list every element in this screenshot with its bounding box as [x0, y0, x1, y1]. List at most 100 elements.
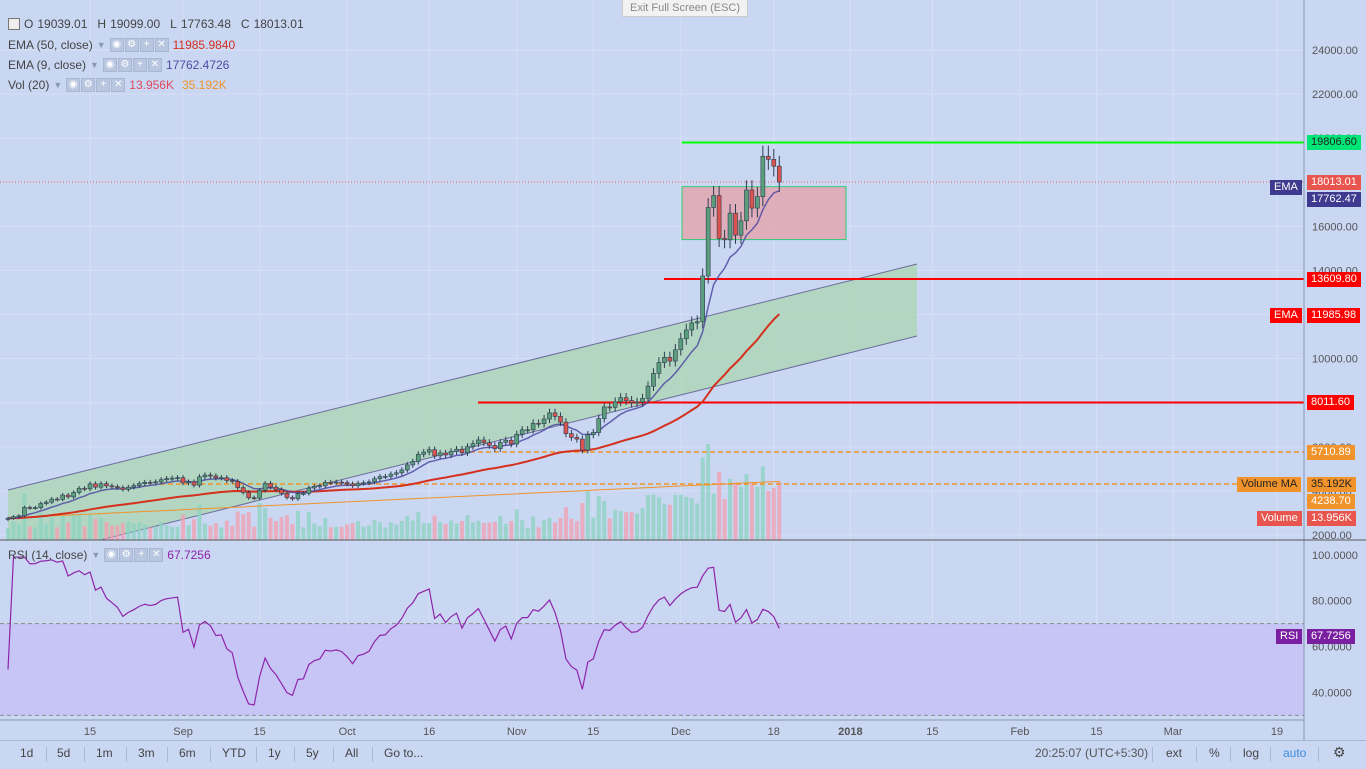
volume-bar	[645, 495, 650, 540]
volume-bar	[202, 523, 207, 540]
candle	[399, 467, 405, 476]
candle	[612, 397, 618, 412]
candle	[322, 479, 328, 489]
ema9-legend[interactable]: EMA (9, close) ▼ ◉ ⚙ + ✕ 17762.4726	[8, 58, 229, 72]
exit-fullscreen-button[interactable]: Exit Full Screen (ESC)	[622, 0, 748, 17]
range-6m[interactable]: 6m	[179, 746, 196, 760]
candle	[388, 471, 394, 479]
candle-body	[749, 189, 755, 209]
gear-icon[interactable]: ⚙	[1333, 744, 1346, 760]
percent-toggle[interactable]: %	[1209, 746, 1220, 760]
ema9-controls[interactable]: ◉ ⚙ + ✕	[102, 58, 162, 72]
candle-body	[317, 485, 323, 488]
candle	[618, 393, 623, 407]
plus-icon[interactable]: +	[132, 58, 147, 72]
chevron-down-icon[interactable]: ▼	[96, 40, 106, 50]
volume-bar	[208, 525, 213, 540]
plus-icon[interactable]: +	[134, 548, 149, 562]
volume-bar	[16, 524, 21, 540]
candle-body	[361, 482, 366, 485]
high-label: H	[97, 17, 107, 31]
chevron-down-icon[interactable]: ▼	[53, 80, 63, 90]
candle	[596, 414, 602, 437]
candle	[525, 426, 530, 434]
eye-icon[interactable]: ◉	[109, 38, 124, 52]
log-toggle[interactable]: log	[1243, 746, 1260, 760]
candle-body	[519, 429, 525, 435]
volume-bar	[695, 503, 700, 540]
close-icon[interactable]: ✕	[154, 38, 169, 52]
last-price-label: 18013.01	[1307, 174, 1361, 190]
close-icon[interactable]: ✕	[149, 548, 164, 562]
candle-body	[43, 501, 49, 504]
candle	[120, 485, 126, 492]
gear-icon[interactable]: ⚙	[119, 548, 134, 562]
candle	[235, 478, 241, 490]
volume-bar	[197, 504, 202, 540]
candle-body	[290, 497, 295, 500]
gear-icon[interactable]: ⚙	[124, 38, 139, 52]
volume-bar	[323, 518, 328, 540]
volume-bar	[553, 522, 557, 540]
volume-bar	[509, 520, 514, 540]
goto-button[interactable]: Go to...	[384, 746, 424, 760]
ema50-price-label: 11985.98	[1307, 308, 1361, 323]
volume-bar	[317, 526, 322, 540]
candle-body	[82, 487, 87, 490]
candle-body	[459, 448, 465, 454]
range-all[interactable]: All	[345, 746, 359, 760]
gear-icon[interactable]: ⚙	[81, 78, 96, 92]
eye-icon[interactable]: ◉	[66, 78, 81, 92]
plus-icon[interactable]: +	[139, 38, 154, 52]
chevron-down-icon[interactable]: ▼	[91, 550, 101, 560]
candle-body	[301, 493, 306, 495]
candle-body	[645, 385, 651, 399]
plus-icon[interactable]: +	[96, 78, 111, 92]
range-3m[interactable]: 3m	[138, 746, 155, 760]
candle-body	[421, 451, 427, 455]
ext-toggle[interactable]: ext	[1166, 746, 1183, 760]
candle	[749, 180, 755, 218]
candle-body	[760, 155, 766, 197]
rsi-controls[interactable]: ◉ ⚙ + ✕	[104, 548, 164, 562]
volume-bar	[635, 513, 640, 540]
candle	[601, 402, 607, 423]
volume-bar	[104, 521, 109, 540]
ema50-legend[interactable]: EMA (50, close) ▼ ◉ ⚙ + ✕ 11985.9840	[8, 38, 235, 52]
volume-bar	[438, 521, 443, 540]
candle	[580, 435, 585, 454]
candle-body	[552, 412, 558, 417]
rsi-label: RSI (14, close)	[8, 548, 88, 562]
volume-bar	[383, 527, 388, 540]
candle-body	[268, 483, 273, 488]
auto-toggle[interactable]: auto	[1283, 746, 1307, 760]
time-tick-label: 18	[768, 726, 780, 738]
collapse-icon[interactable]	[8, 18, 20, 30]
gear-icon[interactable]: ⚙	[117, 58, 132, 72]
close-icon[interactable]: ✕	[111, 78, 126, 92]
range-1m[interactable]: 1m	[96, 746, 113, 760]
range-5y[interactable]: 5y	[306, 746, 319, 760]
volume-bar	[126, 521, 131, 540]
chevron-down-icon[interactable]: ▼	[90, 60, 99, 70]
rsi-legend[interactable]: RSI (14, close) ▼ ◉ ⚙ + ✕ 67.7256	[8, 548, 211, 562]
candle-body	[366, 481, 372, 484]
candle	[164, 476, 169, 483]
range-1d[interactable]: 1d	[20, 746, 34, 760]
eye-icon[interactable]: ◉	[104, 548, 119, 562]
ema50-controls[interactable]: ◉ ⚙ + ✕	[109, 38, 169, 52]
candle-body	[175, 477, 180, 479]
range-1y[interactable]: 1y	[268, 746, 281, 760]
volume-bar	[213, 523, 218, 540]
close-icon[interactable]: ✕	[147, 58, 162, 72]
rsi-value: 67.7256	[167, 548, 211, 562]
range-ytd[interactable]: YTD	[222, 746, 246, 760]
volume-legend[interactable]: Vol (20) ▼ ◉ ⚙ + ✕ 13.956K 35.192K	[8, 78, 227, 92]
candle-body	[219, 477, 224, 479]
candle	[574, 433, 580, 443]
range-5d[interactable]: 5d	[57, 746, 71, 760]
eye-icon[interactable]: ◉	[102, 58, 117, 72]
volume-controls[interactable]: ◉ ⚙ + ✕	[66, 78, 126, 92]
candle	[629, 396, 634, 408]
